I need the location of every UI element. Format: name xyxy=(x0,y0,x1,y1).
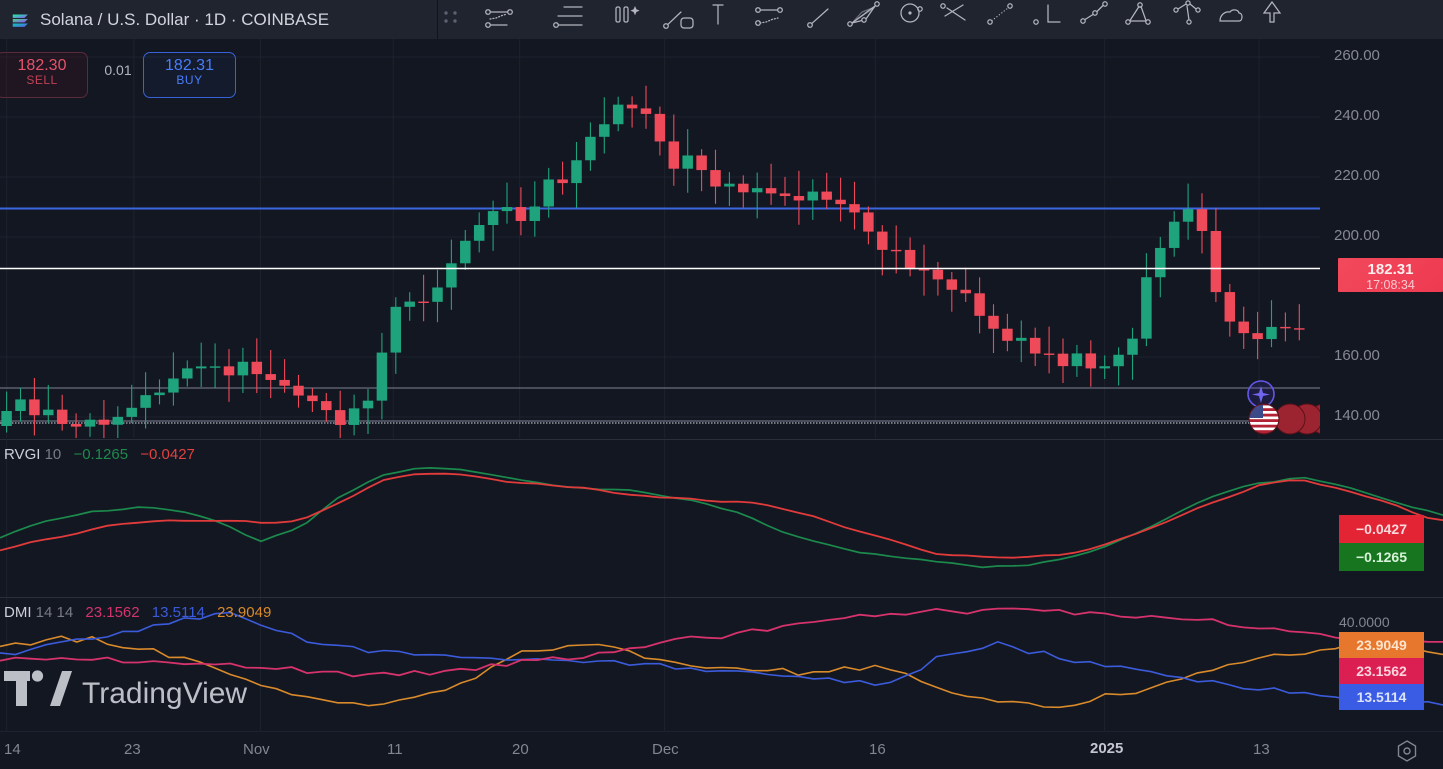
svg-text:TradingView: TradingView xyxy=(82,677,247,710)
